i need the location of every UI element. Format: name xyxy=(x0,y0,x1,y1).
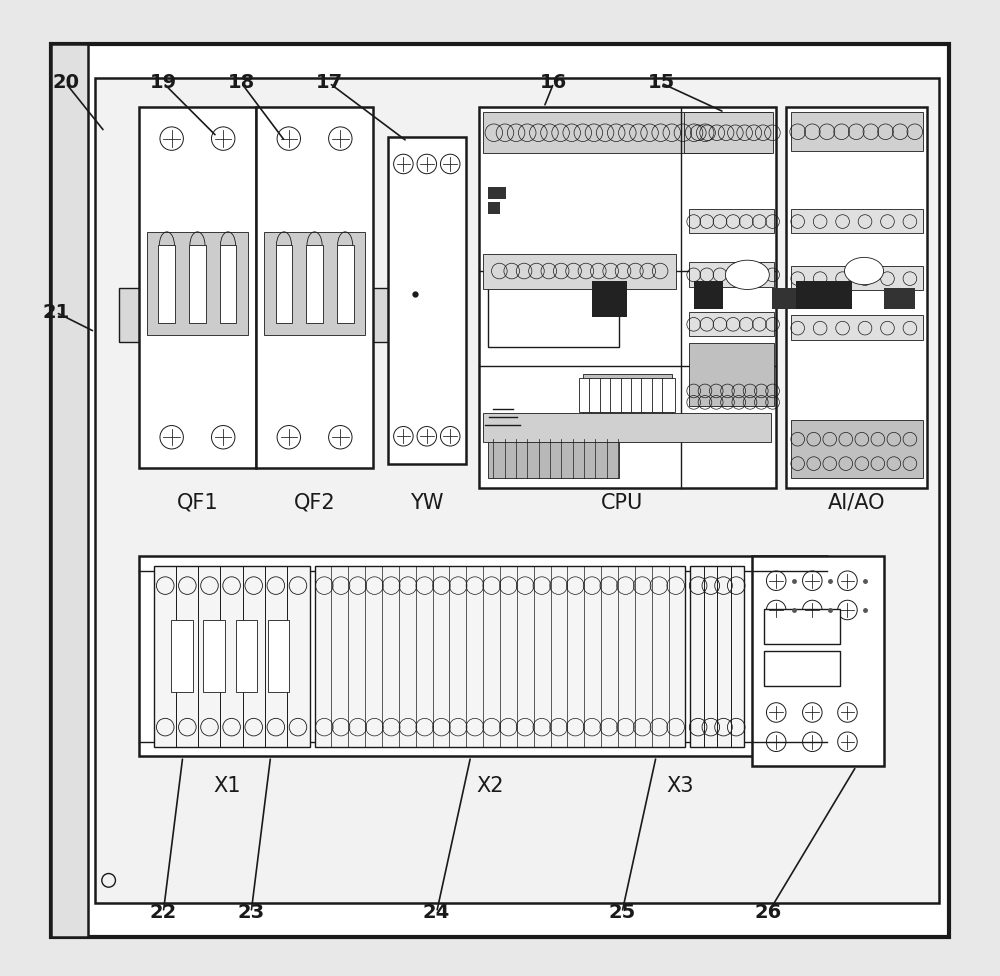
Bar xyxy=(189,245,206,322)
Bar xyxy=(488,277,619,347)
Bar xyxy=(791,209,923,233)
Text: QF1: QF1 xyxy=(177,493,218,512)
Text: 20: 20 xyxy=(52,73,79,93)
Text: 19: 19 xyxy=(150,73,177,93)
Bar xyxy=(220,245,236,322)
Text: CPU: CPU xyxy=(601,493,643,512)
Text: 25: 25 xyxy=(608,903,636,922)
Text: 21: 21 xyxy=(42,303,70,322)
Text: 16: 16 xyxy=(540,73,567,93)
Bar xyxy=(764,651,840,686)
Bar xyxy=(690,566,744,747)
Text: 24: 24 xyxy=(423,903,450,922)
Bar xyxy=(791,420,923,478)
Bar xyxy=(796,280,852,309)
Bar xyxy=(139,107,256,468)
Text: 22: 22 xyxy=(150,903,177,922)
Bar xyxy=(589,378,602,412)
Bar xyxy=(488,202,500,214)
Bar xyxy=(689,209,774,233)
Bar xyxy=(264,232,365,335)
Bar xyxy=(95,78,939,903)
Ellipse shape xyxy=(725,261,769,290)
Bar xyxy=(884,288,915,309)
Bar xyxy=(488,187,506,199)
Bar xyxy=(662,378,675,412)
Bar xyxy=(752,556,884,766)
Bar xyxy=(694,280,723,309)
Text: 18: 18 xyxy=(228,73,255,93)
Bar xyxy=(641,378,654,412)
Bar xyxy=(337,245,354,322)
Bar xyxy=(583,374,672,416)
Bar xyxy=(684,112,773,153)
Text: 23: 23 xyxy=(238,903,265,922)
Bar xyxy=(791,265,923,291)
Bar xyxy=(483,112,716,153)
Text: X3: X3 xyxy=(667,776,694,795)
Bar xyxy=(315,566,685,747)
Bar xyxy=(51,44,88,937)
Bar xyxy=(791,315,923,340)
Bar xyxy=(488,439,619,478)
Bar xyxy=(764,609,840,644)
Bar xyxy=(689,343,774,406)
Text: 15: 15 xyxy=(647,73,675,93)
Bar xyxy=(139,556,827,756)
Bar xyxy=(689,311,774,336)
Bar xyxy=(268,621,289,693)
Text: 26: 26 xyxy=(755,903,782,922)
Bar xyxy=(610,378,623,412)
Bar xyxy=(483,413,771,442)
Bar xyxy=(600,378,612,412)
Bar xyxy=(119,288,393,342)
Bar xyxy=(154,566,310,747)
Bar xyxy=(276,245,292,322)
Ellipse shape xyxy=(845,258,884,285)
Text: X1: X1 xyxy=(213,776,240,795)
Text: QF2: QF2 xyxy=(294,493,335,512)
Bar xyxy=(689,263,774,287)
Text: AI/AO: AI/AO xyxy=(827,493,885,512)
Bar xyxy=(631,378,644,412)
Bar xyxy=(717,112,770,153)
Bar xyxy=(621,378,633,412)
Bar xyxy=(147,232,248,335)
Text: X2: X2 xyxy=(476,776,504,795)
Bar xyxy=(592,280,627,316)
Text: YW: YW xyxy=(410,493,444,512)
Bar xyxy=(791,112,923,151)
Bar xyxy=(158,245,175,322)
Bar xyxy=(652,378,664,412)
Bar xyxy=(306,245,323,322)
Bar xyxy=(388,137,466,464)
Bar xyxy=(483,255,676,289)
Bar xyxy=(772,288,809,309)
Bar xyxy=(256,107,373,468)
Bar xyxy=(579,378,592,412)
Bar xyxy=(203,621,225,693)
Text: 17: 17 xyxy=(316,73,343,93)
Bar xyxy=(171,621,193,693)
Bar xyxy=(786,107,927,488)
Bar xyxy=(479,107,776,488)
Bar xyxy=(236,621,257,693)
